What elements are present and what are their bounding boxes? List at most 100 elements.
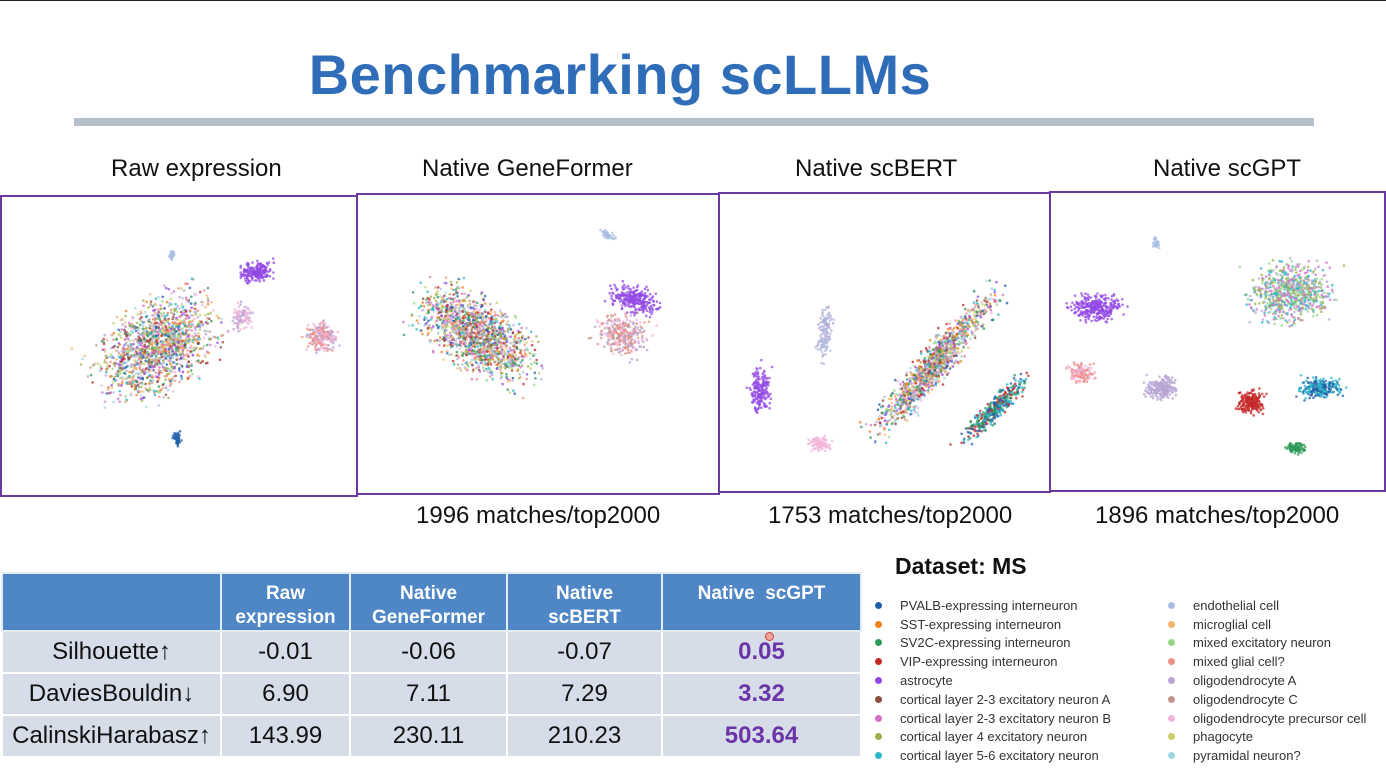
legend-item: oligodendrocyte C xyxy=(1168,690,1366,709)
metric-name: DaviesBouldin↓ xyxy=(1,672,222,716)
legend-item: cortical layer 5-6 excitatory neuron xyxy=(875,746,1111,765)
cell-cluster xyxy=(1295,374,1348,402)
header-line: expression xyxy=(235,607,336,628)
legend-label: PVALB-expressing interneuron xyxy=(900,597,1078,613)
header-line: Native scGPT xyxy=(697,583,826,604)
cell-cluster xyxy=(1065,361,1097,384)
metric-value: 6.90 xyxy=(220,672,351,716)
legend-label: mixed glial cell? xyxy=(1193,654,1285,670)
metric-value: 7.11 xyxy=(349,672,508,716)
umap-panel-scbert xyxy=(718,192,1051,493)
legend-label: endothelial cell xyxy=(1193,597,1280,613)
match-count-geneformer: 1996 matches/top2000 xyxy=(416,502,661,529)
legend-swatch xyxy=(875,695,882,703)
cell-cluster xyxy=(300,319,341,354)
match-count-scbert: 1753 matches/top2000 xyxy=(768,502,1013,529)
legend-label: oligodendrocyte precursor cell xyxy=(1193,710,1367,726)
legend-column-2: endothelial cell microglial cell mixed exc… xyxy=(1168,596,1366,765)
legend-item: oligodendrocyte A xyxy=(1168,671,1366,690)
legend-item: pyramidal neuron? xyxy=(1168,746,1366,765)
cell-cluster xyxy=(603,279,662,319)
legend-label: VIP-expressing interneuron xyxy=(900,654,1058,670)
legend-swatch xyxy=(1168,658,1175,666)
cell-cluster xyxy=(1234,387,1268,417)
metric-value: 143.99 xyxy=(220,714,351,758)
match-count-scgpt: 1896 matches/top2000 xyxy=(1095,502,1340,529)
legend-swatch xyxy=(1168,714,1175,722)
table-row: CalinskiHarabasz↑ 143.99 230.11 210.23 5… xyxy=(1,714,862,758)
metric-value: 230.11 xyxy=(349,714,508,758)
legend-column-1: PVALB-expressing interneuron SST-expressi… xyxy=(875,596,1111,765)
legend-item: cortical layer 2-3 excitatory neuron A xyxy=(875,690,1111,709)
cell-cluster xyxy=(1238,256,1346,328)
umap-panel-geneformer xyxy=(356,193,720,495)
cell-cluster xyxy=(949,371,1030,446)
legend-item: cortical layer 4 excitatory neuron xyxy=(875,728,1111,747)
legend-item: mixed excitatory neuron xyxy=(1168,634,1366,653)
umap-plot-scgpt xyxy=(1065,235,1348,456)
cell-cluster xyxy=(858,279,1009,445)
cell-cluster xyxy=(231,300,254,333)
header-cell-scgpt: Native scGPT xyxy=(661,572,862,632)
header-cell-metric xyxy=(1,572,222,632)
legend-item: VIP-expressing interneuron xyxy=(875,652,1111,671)
legend-swatch xyxy=(875,752,882,760)
panel-label-geneformer: Native GeneFormer xyxy=(422,155,633,182)
cell-cluster xyxy=(814,305,836,366)
header-line: GeneFormer xyxy=(372,607,485,628)
legend-label: cortical layer 5-6 excitatory neuron xyxy=(900,748,1099,764)
title-divider xyxy=(74,118,1314,126)
cell-cluster xyxy=(599,228,617,241)
umap-plot-geneformer xyxy=(402,228,662,400)
header-line: scBERT xyxy=(548,607,621,628)
cell-cluster xyxy=(1152,235,1161,250)
metric-value: -0.06 xyxy=(349,630,508,674)
legend-swatch xyxy=(875,658,882,666)
umap-panel-scgpt xyxy=(1049,191,1386,492)
legend-item: phagocyte xyxy=(1168,728,1366,747)
header-cell-raw: Raw expression xyxy=(220,572,351,632)
cell-cluster xyxy=(1065,292,1129,324)
legend-swatch xyxy=(875,601,882,609)
legend-label: cortical layer 4 excitatory neuron xyxy=(900,729,1088,745)
table-header-row: Raw expression Native GeneFormer Native scB… xyxy=(1,572,862,632)
legend-label: astrocyte xyxy=(900,673,953,689)
legend-swatch xyxy=(1168,620,1175,628)
metric-value: 210.23 xyxy=(506,714,663,758)
cell-cluster xyxy=(402,275,544,400)
legend-swatch xyxy=(875,639,882,647)
top-border xyxy=(0,0,1386,1)
legend-label: phagocyte xyxy=(1193,729,1253,745)
cell-cluster xyxy=(745,358,774,414)
legend-swatch xyxy=(1168,695,1175,703)
legend-label: SV2C-expressing interneuron xyxy=(900,635,1071,651)
legend-item: endothelial cell xyxy=(1168,596,1366,615)
cell-cluster xyxy=(587,303,658,364)
metric-name: CalinskiHarabasz↑ xyxy=(1,714,222,758)
legend-swatch xyxy=(875,733,882,741)
umap-plot-raw xyxy=(70,250,341,448)
legend-label: SST-expressing interneuron xyxy=(900,616,1062,632)
legend-label: oligodendrocyte C xyxy=(1193,691,1298,707)
legend-item: oligodendrocyte precursor cell xyxy=(1168,709,1366,728)
legend-item: SST-expressing interneuron xyxy=(875,615,1111,634)
dataset-label: Dataset: MS xyxy=(895,553,1027,579)
cell-cluster xyxy=(806,434,834,453)
header-line: Native xyxy=(555,583,614,604)
table-row: Silhouette↑ -0.01 -0.06 -0.07 0.05 xyxy=(1,630,862,674)
umap-panel-raw xyxy=(0,195,358,497)
legend-label: microglial cell xyxy=(1193,616,1272,632)
header-cell-geneformer: Native GeneFormer xyxy=(349,572,508,632)
legend-item: astrocyte xyxy=(875,671,1111,690)
legend-label: mixed excitatory neuron xyxy=(1193,635,1332,651)
legend-swatch xyxy=(1168,601,1175,609)
mouse-pointer-marker xyxy=(765,632,774,641)
legend-item: SV2C-expressing interneuron xyxy=(875,634,1111,653)
panel-label-scgpt: Native scGPT xyxy=(1153,155,1302,182)
header-cell-scbert: Native scBERT xyxy=(506,572,663,632)
legend-label: cortical layer 2-3 excitatory neuron A xyxy=(900,691,1111,707)
legend-item: cortical layer 2-3 excitatory neuron B xyxy=(875,709,1111,728)
metric-value: 7.29 xyxy=(506,672,663,716)
legend-item: mixed glial cell? xyxy=(1168,652,1366,671)
umap-plot-scbert xyxy=(745,279,1030,453)
